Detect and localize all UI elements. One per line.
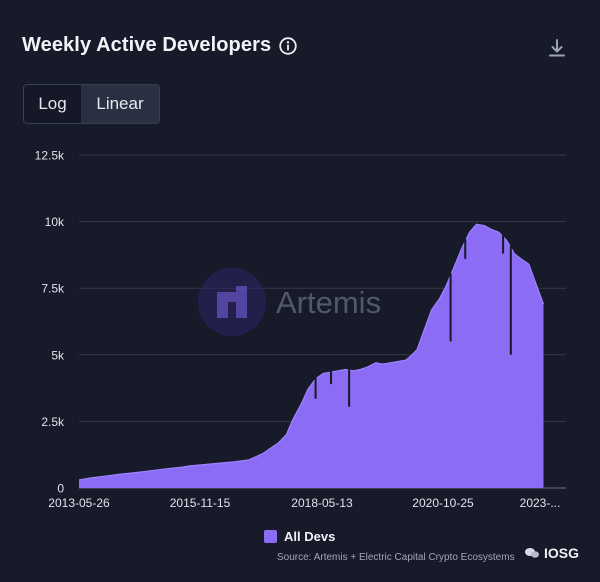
- legend[interactable]: All Devs: [264, 529, 335, 544]
- series-layer: [78, 223, 545, 489]
- chart-header: Weekly Active Developers: [22, 34, 297, 57]
- info-icon[interactable]: [279, 36, 297, 55]
- series-line-all-devs: [78, 223, 545, 481]
- log-scale-button[interactable]: Log: [38, 94, 67, 113]
- series-dip: [330, 370, 333, 385]
- download-icon[interactable]: [546, 37, 568, 59]
- series-dip: [464, 239, 467, 259]
- y-axis-ticks: 0 2.5k 5k 7.5k 10k 12.5k: [35, 149, 65, 496]
- x-axis-ticks: 2013-05-26 2015-11-15 2018-05-13 2020-10-25…: [48, 496, 560, 510]
- series-dip: [502, 234, 505, 254]
- artemis-watermark: Artemis: [198, 268, 381, 336]
- badge-label: IOSG: [544, 545, 580, 561]
- legend-swatch: [264, 530, 277, 543]
- x-tick-label: 2015-11-15: [170, 496, 231, 510]
- source-note: Source: Artemis + Electric Capital Crypt…: [277, 552, 515, 563]
- chart-title: Weekly Active Developers: [22, 34, 272, 56]
- series-dip: [509, 245, 512, 355]
- iosg-badge: IOSG: [520, 543, 584, 563]
- x-tick-label: 2023-...: [520, 496, 561, 510]
- legend-label: All Devs: [284, 529, 336, 544]
- y-tick-label: 7.5k: [41, 282, 65, 296]
- watermark-text: Artemis: [276, 285, 381, 320]
- scale-toggle: Log Linear: [23, 84, 160, 124]
- series-area-all-devs: [79, 224, 544, 489]
- linear-scale-button[interactable]: Linear: [81, 85, 159, 123]
- y-tick-label: 5k: [51, 348, 65, 362]
- x-tick-label: 2013-05-26: [48, 496, 110, 510]
- y-tick-label: 0: [57, 482, 64, 496]
- series-dip: [449, 273, 452, 342]
- y-tick-label: 10k: [45, 215, 65, 229]
- series-dip: [314, 376, 317, 399]
- chat-bubble-icon: [524, 545, 540, 561]
- x-tick-label: 2020-10-25: [412, 496, 474, 510]
- x-tick-label: 2018-05-13: [291, 496, 353, 510]
- y-tick-label: 12.5k: [35, 149, 65, 163]
- series-dip: [348, 368, 351, 407]
- y-tick-label: 2.5k: [41, 415, 65, 429]
